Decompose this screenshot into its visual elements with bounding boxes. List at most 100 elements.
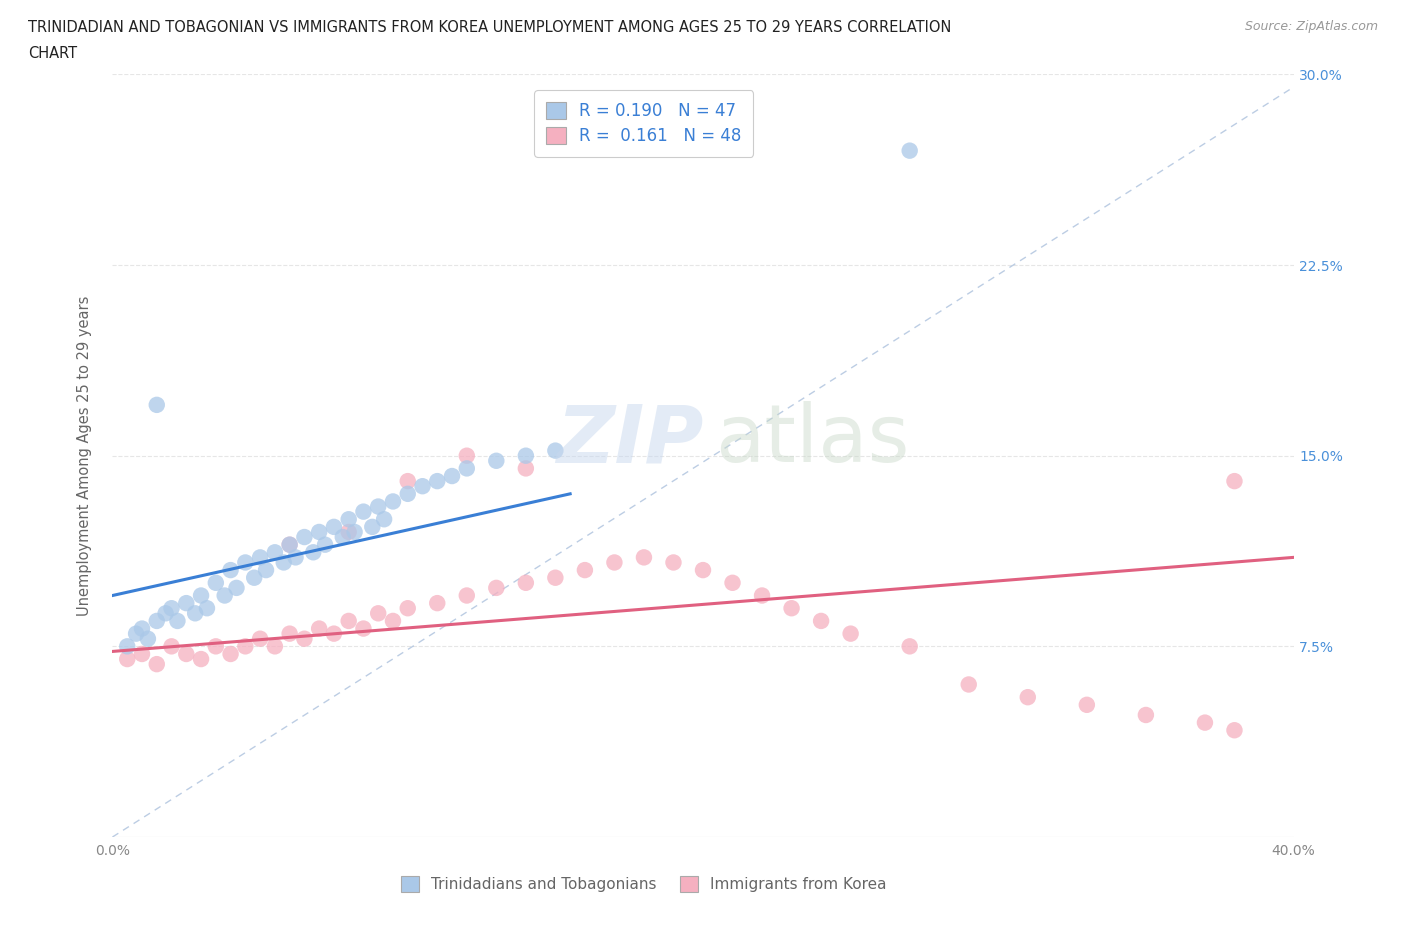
Point bbox=[233, 639, 256, 654]
Point bbox=[382, 494, 405, 509]
Point bbox=[367, 605, 389, 620]
Point bbox=[249, 631, 271, 646]
Point bbox=[426, 473, 449, 488]
Point bbox=[662, 555, 685, 570]
Point bbox=[117, 639, 138, 654]
Point bbox=[898, 639, 921, 654]
Point bbox=[205, 576, 228, 591]
Point bbox=[780, 601, 803, 616]
Point bbox=[146, 657, 169, 671]
Point bbox=[839, 626, 862, 641]
Point bbox=[337, 614, 360, 629]
Point bbox=[898, 143, 921, 158]
Text: CHART: CHART bbox=[28, 46, 77, 61]
Point bbox=[219, 646, 242, 661]
Point bbox=[456, 461, 478, 476]
Point bbox=[264, 639, 287, 654]
Point bbox=[160, 639, 183, 654]
Point bbox=[117, 652, 138, 667]
Point bbox=[323, 626, 346, 641]
Point bbox=[957, 677, 980, 692]
Point bbox=[190, 652, 212, 667]
Text: Source: ZipAtlas.com: Source: ZipAtlas.com bbox=[1244, 20, 1378, 33]
Point bbox=[721, 576, 744, 591]
Point bbox=[278, 538, 301, 552]
Point bbox=[485, 580, 508, 595]
Point bbox=[195, 601, 218, 616]
Point bbox=[396, 601, 419, 616]
Point bbox=[225, 580, 247, 595]
Point bbox=[146, 614, 169, 629]
Point bbox=[264, 545, 287, 560]
Point bbox=[1076, 698, 1098, 712]
Text: atlas: atlas bbox=[714, 402, 910, 480]
Point bbox=[254, 563, 277, 578]
Point bbox=[337, 525, 360, 539]
Point bbox=[367, 499, 389, 514]
Legend: Trinidadians and Tobagonians, Immigrants from Korea: Trinidadians and Tobagonians, Immigrants… bbox=[395, 870, 893, 898]
Point bbox=[166, 614, 188, 629]
Point bbox=[485, 453, 508, 468]
Point bbox=[515, 461, 537, 476]
Point bbox=[515, 576, 537, 591]
Point bbox=[751, 588, 773, 603]
Point bbox=[308, 525, 330, 539]
Point bbox=[337, 512, 360, 526]
Point bbox=[284, 550, 307, 565]
Point bbox=[249, 550, 271, 565]
Point bbox=[308, 621, 330, 636]
Point bbox=[411, 479, 433, 494]
Point bbox=[174, 596, 197, 611]
Point bbox=[302, 545, 325, 560]
Point bbox=[155, 605, 177, 620]
Point bbox=[352, 504, 374, 519]
Point bbox=[205, 639, 228, 654]
Point bbox=[292, 529, 315, 544]
Point bbox=[332, 529, 354, 544]
Point bbox=[373, 512, 395, 526]
Point bbox=[1223, 473, 1246, 488]
Point bbox=[233, 555, 256, 570]
Text: ZIP: ZIP bbox=[555, 402, 703, 480]
Point bbox=[273, 555, 295, 570]
Y-axis label: Unemployment Among Ages 25 to 29 years: Unemployment Among Ages 25 to 29 years bbox=[77, 296, 91, 616]
Point bbox=[382, 614, 405, 629]
Point bbox=[190, 588, 212, 603]
Point bbox=[603, 555, 626, 570]
Point bbox=[131, 621, 153, 636]
Point bbox=[456, 448, 478, 463]
Point bbox=[352, 621, 374, 636]
Point bbox=[1223, 723, 1246, 737]
Point bbox=[544, 570, 567, 585]
Point bbox=[396, 473, 419, 488]
Point bbox=[314, 538, 336, 552]
Point bbox=[456, 588, 478, 603]
Point bbox=[174, 646, 197, 661]
Point bbox=[544, 444, 567, 458]
Point bbox=[125, 626, 148, 641]
Point bbox=[1194, 715, 1216, 730]
Point bbox=[323, 520, 346, 535]
Point bbox=[441, 469, 464, 484]
Point bbox=[160, 601, 183, 616]
Point bbox=[278, 538, 301, 552]
Point bbox=[810, 614, 832, 629]
Text: TRINIDADIAN AND TOBAGONIAN VS IMMIGRANTS FROM KOREA UNEMPLOYMENT AMONG AGES 25 T: TRINIDADIAN AND TOBAGONIAN VS IMMIGRANTS… bbox=[28, 20, 952, 35]
Point bbox=[184, 605, 207, 620]
Point bbox=[343, 525, 366, 539]
Point bbox=[292, 631, 315, 646]
Point bbox=[136, 631, 159, 646]
Point bbox=[243, 570, 266, 585]
Point bbox=[1017, 690, 1039, 705]
Point bbox=[574, 563, 596, 578]
Point bbox=[278, 626, 301, 641]
Point bbox=[633, 550, 655, 565]
Point bbox=[426, 596, 449, 611]
Point bbox=[219, 563, 242, 578]
Point bbox=[214, 588, 236, 603]
Point bbox=[146, 397, 169, 412]
Point bbox=[361, 520, 384, 535]
Point bbox=[1135, 708, 1157, 723]
Point bbox=[515, 448, 537, 463]
Point bbox=[396, 486, 419, 501]
